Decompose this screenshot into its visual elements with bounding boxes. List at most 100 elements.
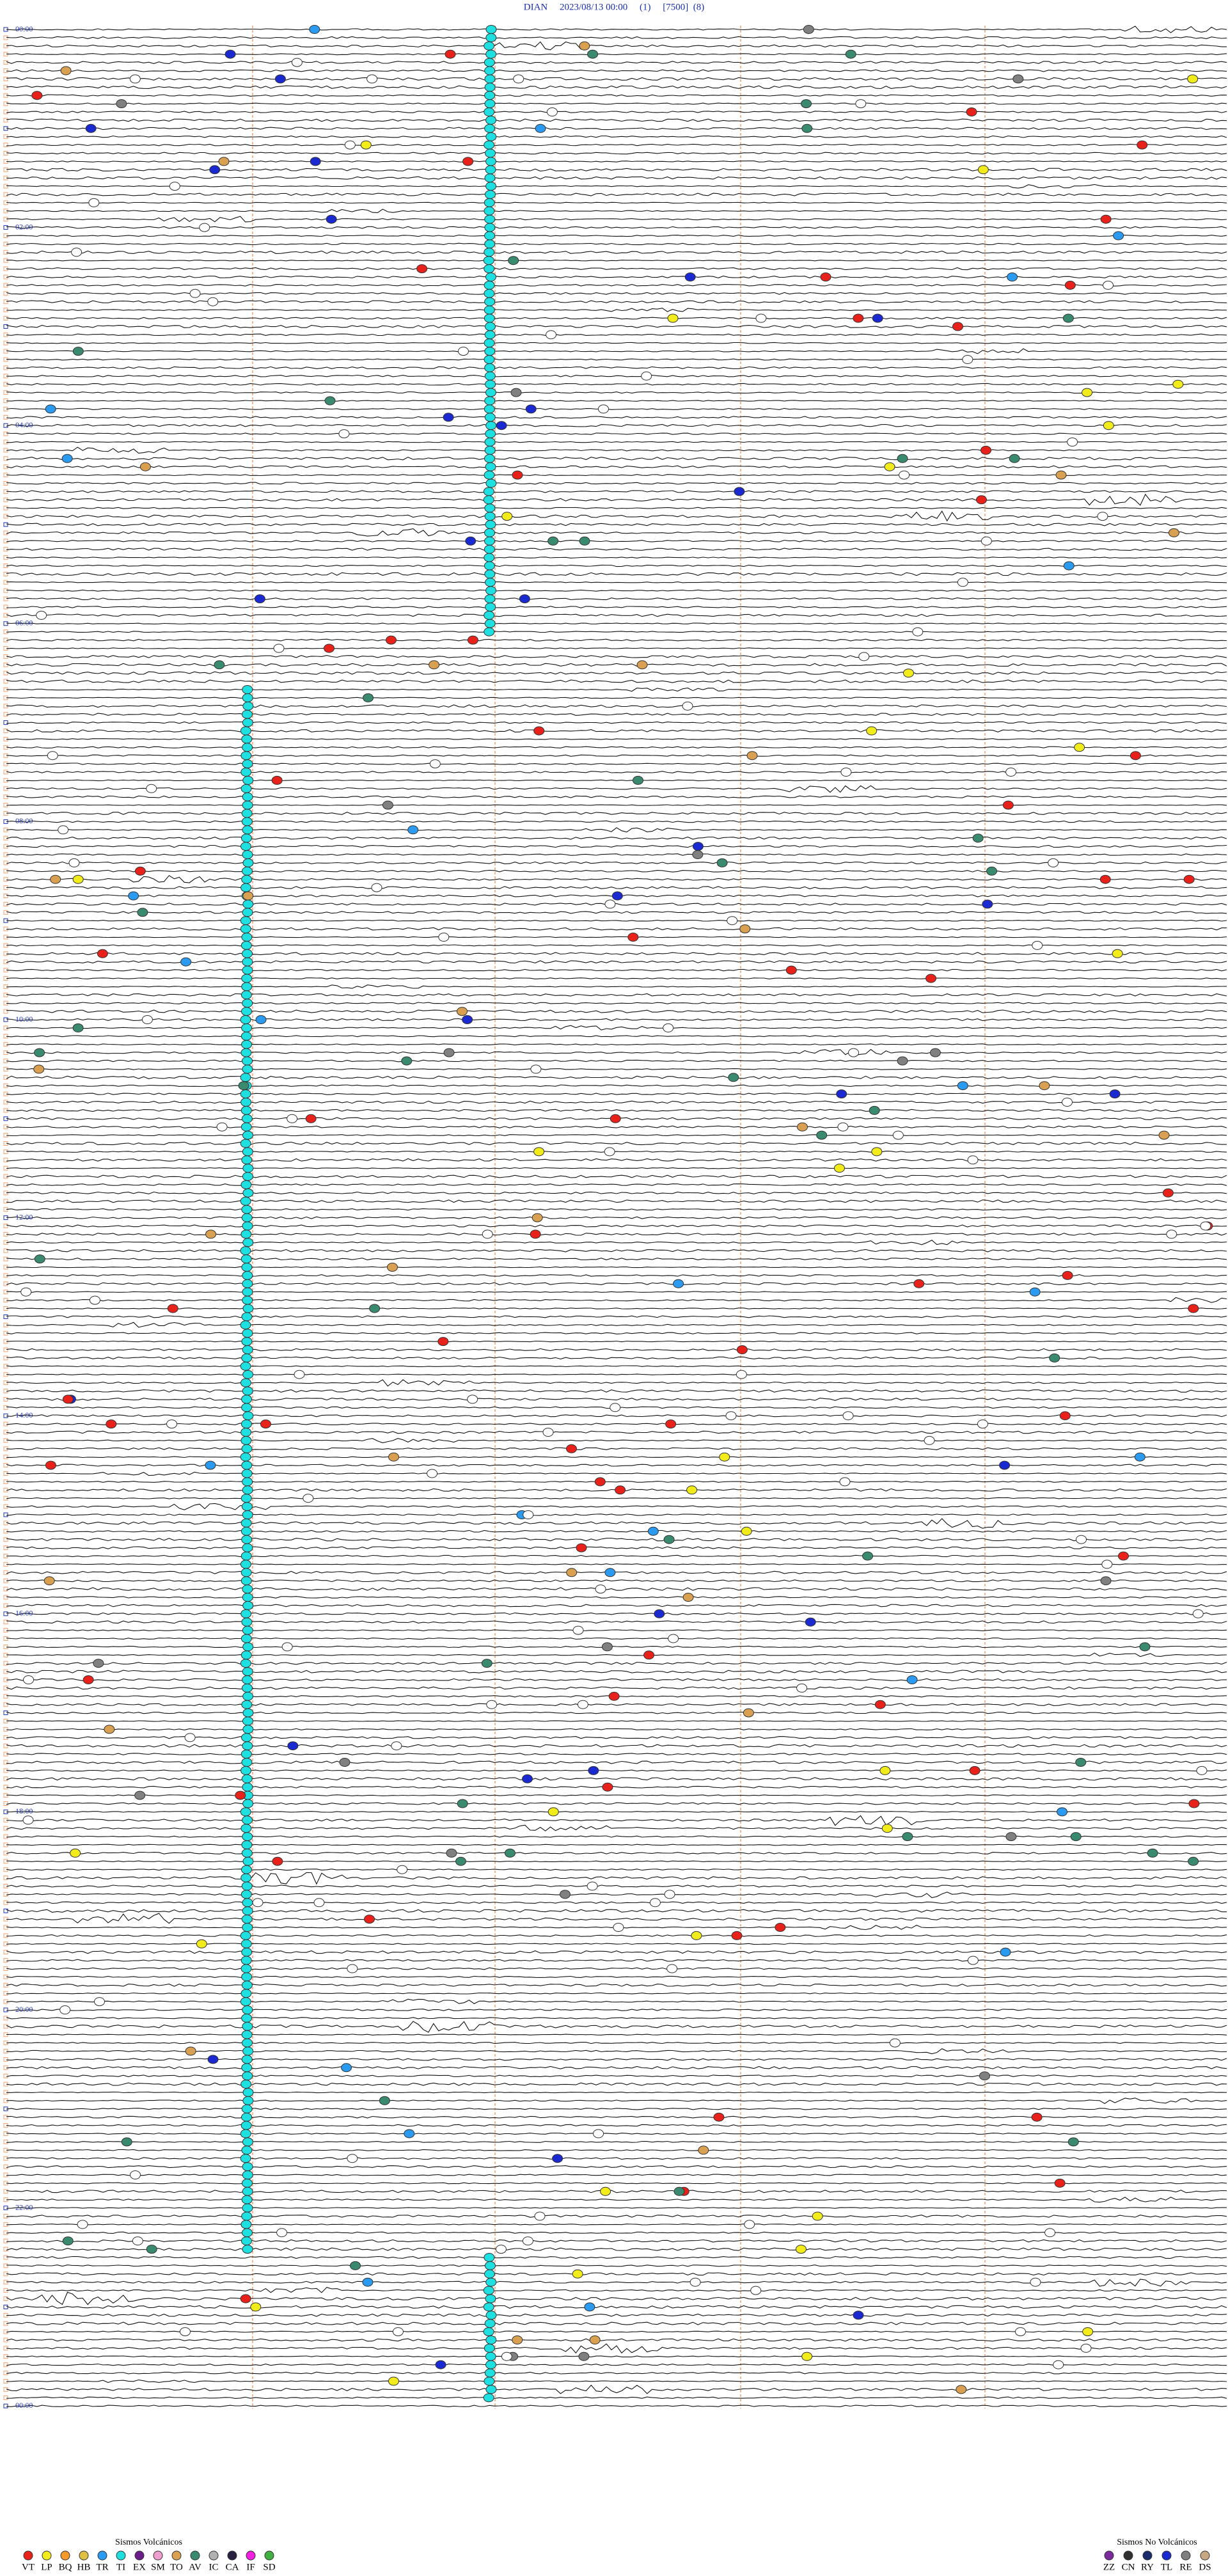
event-marker xyxy=(241,817,253,826)
event-marker xyxy=(805,1617,816,1627)
event-marker xyxy=(416,264,428,274)
event-marker xyxy=(45,1460,56,1470)
event-marker xyxy=(242,2186,253,2196)
trace xyxy=(6,1167,1227,1169)
trace xyxy=(6,853,1227,856)
event-marker xyxy=(242,1667,253,1677)
event-marker xyxy=(241,949,253,958)
event-marker xyxy=(77,2220,88,2229)
event-marker xyxy=(595,1584,606,1594)
trace xyxy=(6,474,1227,477)
event-marker xyxy=(597,404,609,414)
event-marker xyxy=(350,2261,361,2270)
event-marker xyxy=(496,421,507,431)
trace xyxy=(6,1308,1227,1309)
trace xyxy=(6,1686,1227,1690)
trace xyxy=(6,510,1227,522)
hour-label: 06:00 xyxy=(15,619,33,628)
event-marker xyxy=(241,1023,253,1032)
event-marker xyxy=(240,1031,252,1041)
event-marker xyxy=(242,1593,253,1602)
event-marker xyxy=(484,445,496,455)
row-marker xyxy=(3,1694,8,1699)
event-marker xyxy=(673,2186,685,2196)
row-marker xyxy=(3,481,8,486)
event-marker xyxy=(242,2170,253,2179)
event-marker xyxy=(801,123,813,133)
event-marker xyxy=(240,2294,251,2303)
trace xyxy=(6,1998,1227,2004)
event-marker xyxy=(485,578,496,587)
legend-code: EX xyxy=(133,2562,146,2572)
event-marker xyxy=(839,1477,851,1487)
event-marker xyxy=(455,1856,467,1866)
legend-code: TI xyxy=(116,2562,125,2572)
event-marker xyxy=(271,775,283,785)
row-marker xyxy=(3,1743,8,1748)
trace xyxy=(6,2197,1227,2203)
event-marker xyxy=(924,1435,935,1445)
trace xyxy=(6,1885,1227,1888)
event-marker xyxy=(240,1378,251,1387)
event-marker xyxy=(22,1815,34,1825)
event-marker xyxy=(294,1370,305,1379)
legend-swatch xyxy=(209,2550,219,2561)
row-marker xyxy=(3,571,8,576)
trace xyxy=(6,1430,1227,1434)
event-marker xyxy=(816,1130,828,1140)
event-marker xyxy=(1134,1452,1145,1462)
event-marker xyxy=(240,1229,252,1239)
trace xyxy=(6,2291,1227,2305)
event-marker xyxy=(242,1386,253,1396)
event-marker xyxy=(1100,1576,1112,1586)
event-marker xyxy=(484,2376,495,2386)
event-marker xyxy=(184,1733,196,1742)
event-marker xyxy=(240,1494,252,1503)
trace xyxy=(6,1224,1227,1228)
event-marker xyxy=(750,2286,762,2295)
row-marker xyxy=(3,2073,8,2078)
trace xyxy=(6,1869,1227,1871)
trace xyxy=(6,2132,1227,2135)
event-marker xyxy=(484,239,496,249)
event-marker xyxy=(240,1659,251,1668)
event-marker xyxy=(241,1205,253,1214)
event-marker xyxy=(240,2121,252,2130)
event-marker xyxy=(484,99,496,109)
event-marker xyxy=(1147,1848,1158,1858)
event-marker xyxy=(457,1799,468,1808)
event-marker xyxy=(309,25,320,34)
event-marker xyxy=(1139,1642,1151,1652)
event-marker xyxy=(224,49,236,59)
trace xyxy=(6,523,1227,526)
event-marker xyxy=(242,1238,254,1247)
event-marker xyxy=(242,759,253,769)
event-marker xyxy=(241,1337,253,1347)
trace xyxy=(6,2021,1227,2033)
trace xyxy=(6,919,1227,922)
trace xyxy=(6,1703,1227,1706)
event-marker xyxy=(241,2211,253,2221)
event-marker xyxy=(240,751,252,761)
trace xyxy=(6,1711,1227,1714)
event-marker xyxy=(240,1435,252,1445)
event-marker xyxy=(242,1898,253,1908)
trace xyxy=(6,348,1227,354)
legend-code: BQ xyxy=(59,2562,72,2572)
event-marker xyxy=(684,273,696,281)
event-marker xyxy=(525,404,537,414)
event-marker xyxy=(240,916,251,926)
event-marker xyxy=(643,1650,655,1660)
trace xyxy=(6,869,1227,873)
event-marker xyxy=(235,1790,246,1800)
event-marker xyxy=(205,1460,216,1470)
row-marker xyxy=(3,68,8,73)
event-marker xyxy=(241,1758,253,1767)
event-marker xyxy=(484,404,495,414)
event-marker xyxy=(743,1708,754,1718)
trace xyxy=(6,234,1227,237)
trace xyxy=(6,1456,1227,1458)
event-marker xyxy=(485,429,496,439)
event-marker xyxy=(484,206,495,216)
event-marker xyxy=(196,1939,207,1948)
